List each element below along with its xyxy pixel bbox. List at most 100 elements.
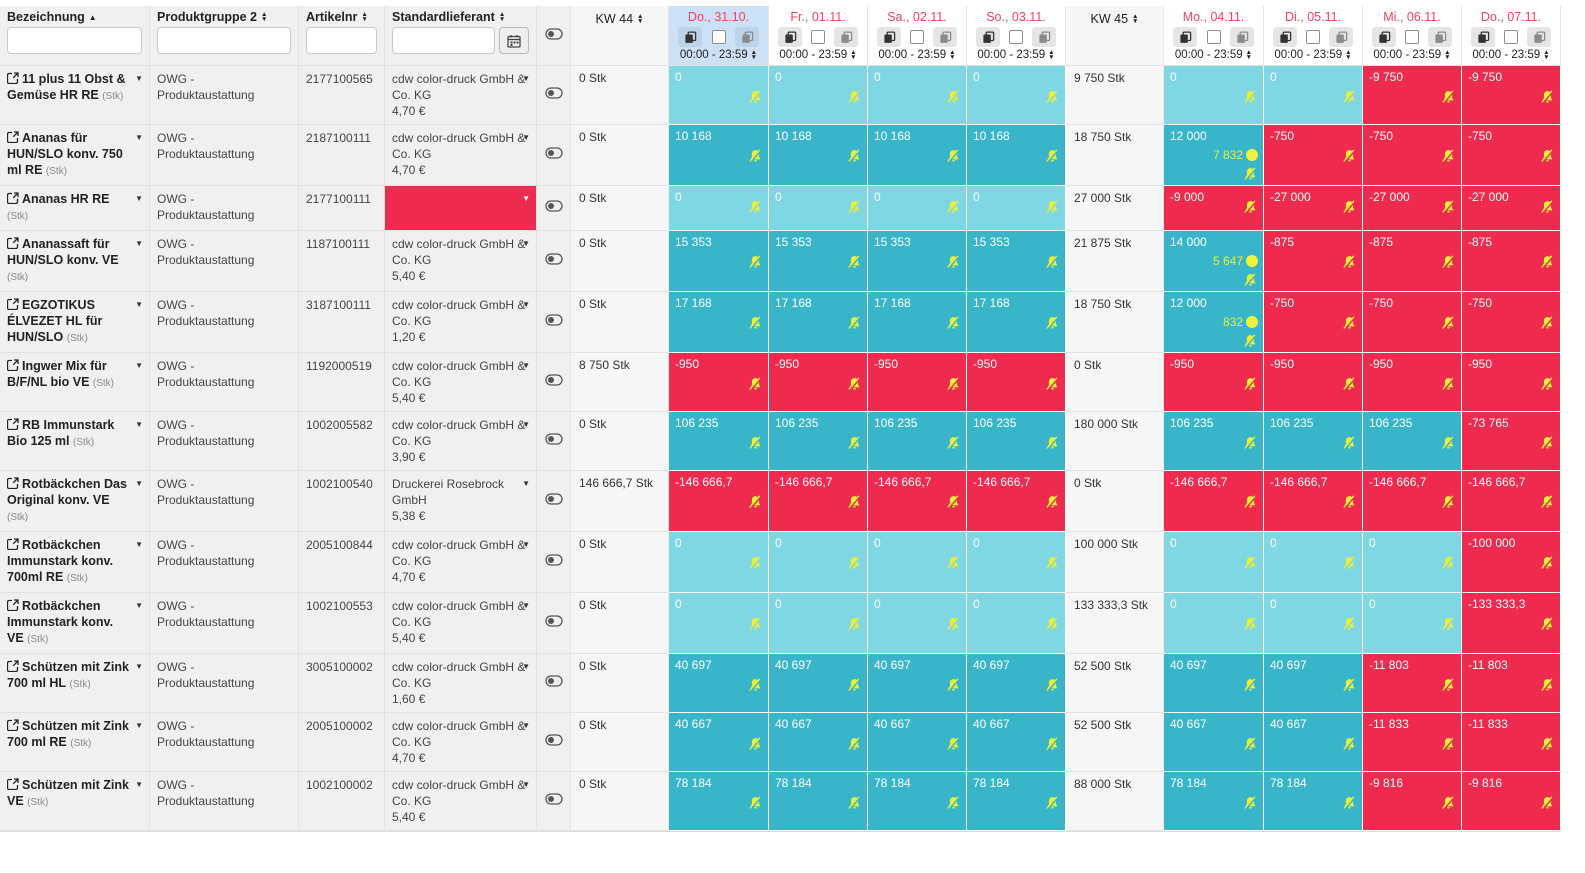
plan-cell[interactable]: 0 [769, 532, 868, 593]
plan-cell[interactable]: -750 [1462, 125, 1561, 186]
visibility-toggle-icon[interactable] [544, 733, 563, 751]
column-label-bezeichnung[interactable]: Bezeichnung [7, 10, 85, 24]
day-checkbox[interactable] [811, 30, 825, 44]
plan-cell[interactable]: 40 667 [669, 713, 769, 772]
plan-cell[interactable]: 40 697 [967, 654, 1066, 713]
plan-cell[interactable]: 40 697 [868, 654, 967, 713]
sort-icon[interactable]: ▲ ▼ [1444, 49, 1451, 61]
supplier-cell[interactable]: cdw color-druck GmbH & Co. KG 4,70 € ▼ [385, 125, 537, 186]
plan-cell[interactable]: -146 666,7 [1264, 471, 1363, 532]
plan-cell[interactable]: 40 697 [1264, 654, 1363, 713]
plan-cell[interactable]: -750 [1363, 292, 1462, 353]
day-time-range[interactable]: 00:00 - 23:59 ▲ ▼ [1373, 49, 1451, 61]
plan-cell[interactable]: 0 [967, 532, 1066, 593]
plan-cell[interactable]: 78 184 [868, 772, 967, 831]
plan-cell[interactable]: 12 000 832 [1164, 292, 1264, 353]
caret-down-icon[interactable]: ▼ [135, 361, 143, 370]
sort-icon[interactable]: ▲ ▼ [361, 11, 368, 23]
plan-cell[interactable]: 106 235 [1164, 412, 1264, 471]
plan-cell[interactable]: 0 [868, 186, 967, 231]
plan-cell[interactable]: -146 666,7 [769, 471, 868, 532]
supplier-cell[interactable]: cdw color-druck GmbH & Co. KG 5,40 € ▼ [385, 772, 537, 831]
plan-cell[interactable]: -27 000 [1363, 186, 1462, 231]
plan-cell[interactable]: 106 235 [669, 412, 769, 471]
product-name-cell[interactable]: Ananassaft für HUN/SLO konv. VE (Stk) ▼ [0, 231, 150, 292]
filter-input-artikelnr[interactable] [306, 27, 377, 54]
caret-down-icon[interactable]: ▼ [135, 133, 143, 142]
paste-day-button[interactable] [834, 27, 858, 47]
visibility-toggle-icon[interactable] [544, 146, 563, 164]
day-label[interactable]: Do., 07.11. [1480, 10, 1542, 24]
column-label-standardlieferant[interactable]: Standardlieferant [392, 10, 495, 24]
plan-cell[interactable]: 40 667 [1164, 713, 1264, 772]
caret-down-icon[interactable]: ▼ [135, 540, 143, 549]
supplier-cell[interactable]: ▼ [385, 186, 537, 231]
plan-cell[interactable]: -11 803 [1462, 654, 1561, 713]
day-checkbox[interactable] [1206, 30, 1221, 44]
plan-cell[interactable]: -750 [1462, 292, 1561, 353]
copy-day-button[interactable] [877, 27, 901, 47]
visibility-toggle-icon[interactable] [544, 432, 563, 450]
plan-cell[interactable]: -9 816 [1462, 772, 1561, 831]
plan-cell[interactable]: 0 [967, 66, 1066, 125]
plan-cell[interactable]: 106 235 [769, 412, 868, 471]
plan-cell[interactable]: 40 667 [868, 713, 967, 772]
week-label[interactable]: KW 44 [595, 12, 634, 26]
plan-cell[interactable]: 0 [1363, 593, 1462, 654]
day-checkbox[interactable] [1009, 30, 1023, 44]
plan-cell[interactable]: 106 235 [1363, 412, 1462, 471]
visibility-toggle-icon[interactable] [544, 492, 563, 510]
caret-down-icon[interactable]: ▼ [522, 601, 530, 610]
visibility-toggle-icon[interactable] [544, 792, 563, 810]
product-name-cell[interactable]: Rotbäckchen Immunstark konv. VE (Stk) ▼ [0, 593, 150, 654]
plan-cell[interactable]: 0 [868, 532, 967, 593]
sort-icon[interactable]: ▲ ▼ [1048, 49, 1055, 61]
plan-cell[interactable]: 14 000 5 647 [1164, 231, 1264, 292]
plan-cell[interactable]: 0 [1164, 593, 1264, 654]
caret-down-icon[interactable]: ▼ [522, 133, 530, 142]
supplier-cell[interactable]: cdw color-druck GmbH & Co. KG 4,70 € ▼ [385, 713, 537, 772]
plan-cell[interactable]: -875 [1462, 231, 1561, 292]
caret-down-icon[interactable]: ▼ [135, 662, 143, 671]
plan-cell[interactable]: -950 [1462, 353, 1561, 412]
plan-cell[interactable]: -73 765 [1462, 412, 1561, 471]
plan-cell[interactable]: 0 [967, 593, 1066, 654]
supplier-cell[interactable]: cdw color-druck GmbH & Co. KG 4,70 € ▼ [385, 66, 537, 125]
product-name-cell[interactable]: Rotbäckchen Das Original konv. VE (Stk) ▼ [0, 471, 150, 532]
paste-day-button[interactable] [1527, 27, 1551, 47]
filter-input-bezeichnung[interactable] [7, 27, 142, 54]
plan-cell[interactable]: 10 168 [967, 125, 1066, 186]
sort-icon[interactable]: ▲ ▼ [1543, 49, 1550, 61]
plan-cell[interactable]: 78 184 [769, 772, 868, 831]
plan-cell[interactable]: 15 353 [868, 231, 967, 292]
caret-down-icon[interactable]: ▼ [522, 721, 530, 730]
sort-icon[interactable]: ▲ ▼ [637, 13, 644, 25]
plan-cell[interactable]: 0 [1264, 66, 1363, 125]
day-label[interactable]: So., 03.11. [986, 10, 1046, 24]
day-label[interactable]: Mi., 06.11. [1383, 10, 1441, 24]
plan-cell[interactable]: 0 [1164, 532, 1264, 593]
plan-cell[interactable]: 0 [669, 532, 769, 593]
plan-cell[interactable]: -950 [868, 353, 967, 412]
plan-cell[interactable]: -9 750 [1462, 66, 1561, 125]
plan-cell[interactable]: -9 816 [1363, 772, 1462, 831]
product-name-cell[interactable]: Ananas für HUN/SLO konv. 750 ml RE (Stk)… [0, 125, 150, 186]
plan-cell[interactable]: 106 235 [967, 412, 1066, 471]
caret-down-icon[interactable]: ▼ [522, 239, 530, 248]
product-name-cell[interactable]: 11 plus 11 Obst & Gemüse HR RE (Stk) ▼ [0, 66, 150, 125]
plan-cell[interactable]: -950 [769, 353, 868, 412]
plan-cell[interactable]: 17 168 [769, 292, 868, 353]
day-time-range[interactable]: 00:00 - 23:59 ▲ ▼ [779, 49, 857, 61]
plan-cell[interactable]: -950 [1363, 353, 1462, 412]
copy-day-button[interactable] [1372, 27, 1396, 47]
plan-cell[interactable]: 0 [769, 66, 868, 125]
plan-cell[interactable]: 0 [769, 593, 868, 654]
day-time-range[interactable]: 00:00 - 23:59 ▲ ▼ [679, 49, 758, 61]
filter-input-produktgruppe[interactable] [157, 27, 291, 54]
caret-down-icon[interactable]: ▼ [135, 601, 143, 610]
plan-cell[interactable]: 0 [868, 593, 967, 654]
day-label[interactable]: Mo., 04.11. [1182, 10, 1245, 24]
product-name-cell[interactable]: Ingwer Mix für B/F/NL bio VE (Stk) ▼ [0, 353, 150, 412]
plan-cell[interactable]: 40 697 [769, 654, 868, 713]
plan-cell[interactable]: 10 168 [868, 125, 967, 186]
